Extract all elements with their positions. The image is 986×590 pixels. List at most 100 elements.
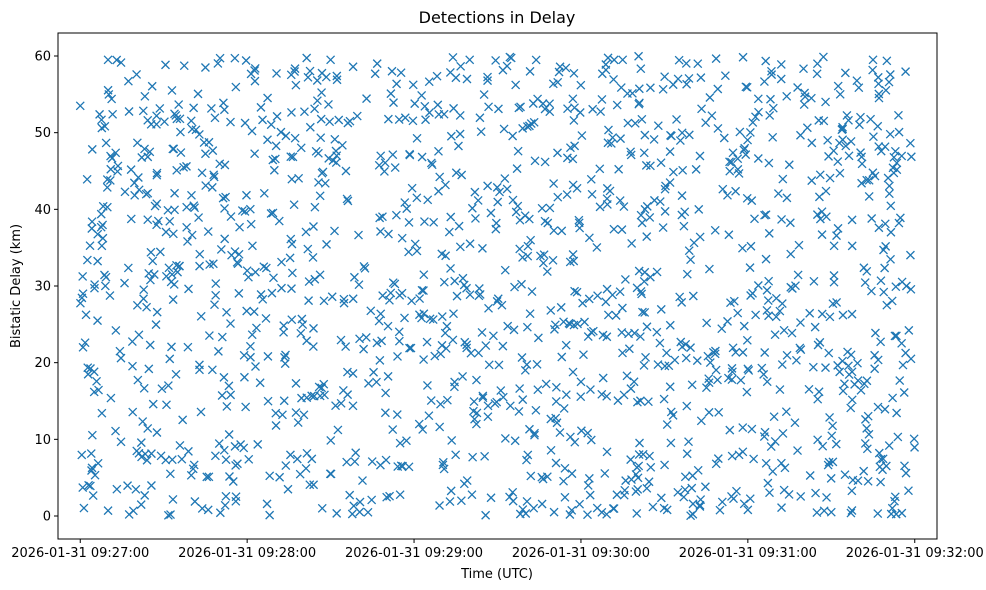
data-point xyxy=(874,79,883,89)
data-point xyxy=(682,79,692,89)
data-point xyxy=(412,246,422,256)
data-point xyxy=(393,462,403,471)
data-point xyxy=(764,158,774,168)
data-point xyxy=(433,100,443,110)
data-point xyxy=(614,164,624,174)
data-point xyxy=(564,318,574,328)
data-point xyxy=(200,63,210,72)
data-point xyxy=(538,258,548,268)
data-point xyxy=(799,64,808,74)
data-point xyxy=(529,503,539,513)
data-point xyxy=(287,284,296,294)
data-point xyxy=(680,472,690,482)
data-point xyxy=(268,208,278,218)
data-point xyxy=(211,290,221,300)
data-point xyxy=(206,104,216,113)
data-point xyxy=(575,108,585,117)
data-point xyxy=(174,100,184,110)
data-point xyxy=(358,476,367,485)
data-point xyxy=(815,337,825,347)
data-point xyxy=(290,64,300,74)
data-point xyxy=(326,55,336,65)
data-point xyxy=(592,242,602,252)
data-point xyxy=(93,458,103,468)
data-point xyxy=(890,146,900,156)
data-point xyxy=(609,224,619,234)
data-point xyxy=(621,476,631,486)
data-point xyxy=(385,491,395,501)
data-point xyxy=(456,496,466,506)
data-point xyxy=(585,385,595,395)
data-point xyxy=(367,495,377,505)
data-point xyxy=(83,369,93,379)
data-point xyxy=(459,479,469,489)
data-point xyxy=(567,469,577,479)
data-point xyxy=(518,505,528,515)
data-point xyxy=(412,133,422,143)
data-point xyxy=(897,508,907,518)
data-point xyxy=(815,170,825,180)
data-point xyxy=(508,195,518,205)
data-point xyxy=(838,356,847,366)
data-point xyxy=(549,226,559,236)
x-tick-label: 2026-01-31 09:32:00 xyxy=(846,546,984,561)
data-point xyxy=(753,154,763,163)
data-point xyxy=(723,190,732,200)
data-point xyxy=(417,285,427,295)
data-point xyxy=(517,279,526,289)
data-point xyxy=(868,65,878,75)
data-point xyxy=(795,318,805,328)
data-point xyxy=(860,278,870,288)
data-point xyxy=(310,202,320,212)
data-point xyxy=(89,283,99,293)
data-point xyxy=(446,486,456,496)
data-point xyxy=(843,361,853,371)
data-point xyxy=(333,425,343,435)
plot-points xyxy=(75,51,920,521)
data-point xyxy=(882,300,892,310)
data-point xyxy=(885,70,895,79)
data-point xyxy=(182,222,192,232)
data-point xyxy=(711,54,721,64)
data-point xyxy=(183,236,192,246)
data-point xyxy=(793,446,802,456)
data-point xyxy=(531,405,541,415)
data-point xyxy=(541,379,551,389)
data-point xyxy=(768,466,778,476)
data-point xyxy=(220,203,229,213)
data-point xyxy=(574,215,584,225)
data-point xyxy=(462,340,472,350)
data-point xyxy=(832,231,841,241)
data-point xyxy=(557,352,567,362)
data-point xyxy=(400,113,410,123)
data-point xyxy=(434,146,443,156)
data-point xyxy=(89,367,99,377)
data-point xyxy=(813,435,823,445)
data-point xyxy=(408,116,418,126)
data-point xyxy=(132,69,142,79)
data-point xyxy=(549,324,559,334)
data-point xyxy=(747,424,757,434)
data-point xyxy=(498,65,508,75)
data-point xyxy=(410,99,420,109)
data-point xyxy=(719,133,729,143)
data-point xyxy=(465,55,475,65)
data-point xyxy=(525,309,535,319)
data-point xyxy=(727,375,737,385)
data-point xyxy=(612,490,622,500)
data-point xyxy=(359,261,369,271)
data-point xyxy=(609,74,619,84)
data-point xyxy=(626,147,636,157)
data-point xyxy=(796,130,805,140)
data-point xyxy=(303,72,313,82)
data-point xyxy=(305,66,315,76)
data-point xyxy=(704,407,714,417)
data-point xyxy=(101,138,111,148)
data-point xyxy=(515,215,525,225)
data-point xyxy=(876,454,886,464)
data-point xyxy=(751,310,761,320)
data-point xyxy=(139,294,148,304)
data-point xyxy=(136,500,146,510)
data-point xyxy=(506,53,516,63)
data-point xyxy=(891,282,901,292)
